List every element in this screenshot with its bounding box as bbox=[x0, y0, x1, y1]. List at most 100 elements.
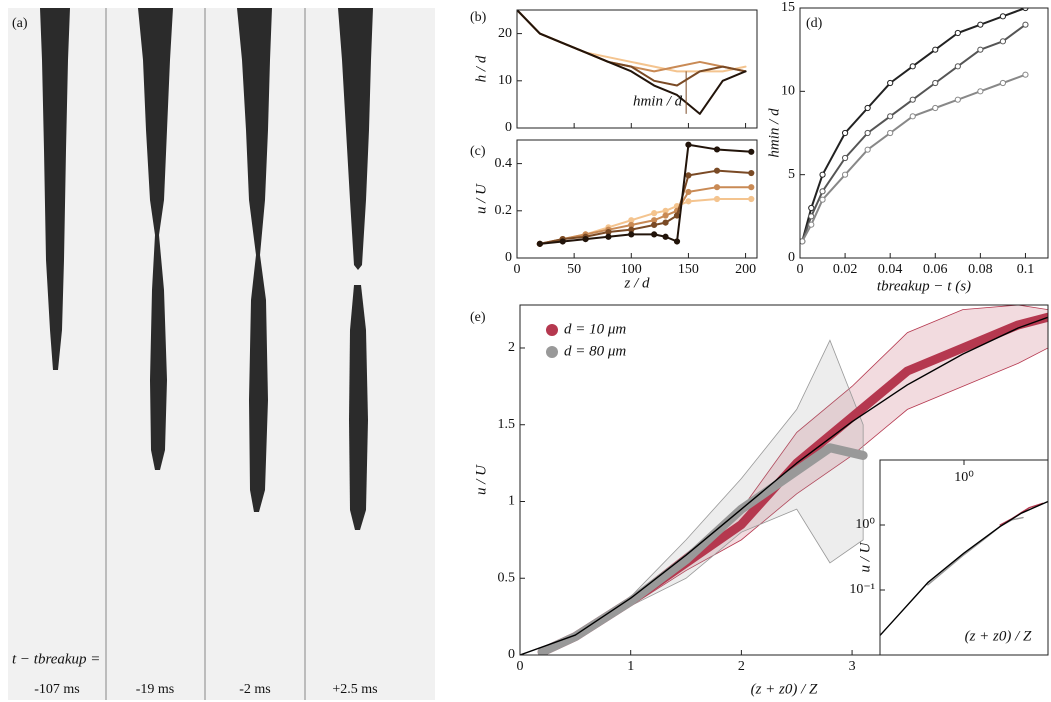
panel-label: (d) bbox=[806, 16, 823, 31]
x-tick-label: 0 bbox=[514, 262, 521, 277]
marker bbox=[999, 13, 1007, 20]
marker bbox=[977, 46, 984, 53]
marker bbox=[954, 63, 961, 70]
marker bbox=[1022, 21, 1029, 28]
y-tick-label: 0.5 bbox=[498, 570, 516, 585]
y-tick-label: 15 bbox=[781, 0, 795, 15]
marker bbox=[864, 104, 871, 112]
y-tick-label: 10⁻¹ bbox=[849, 582, 875, 597]
marker bbox=[713, 167, 721, 174]
series-line bbox=[520, 316, 1048, 655]
y-tick-label: 10⁰ bbox=[855, 517, 875, 532]
x-tick-label: 10⁰ bbox=[954, 470, 974, 485]
marker bbox=[954, 96, 961, 103]
time-label: -107 ms bbox=[34, 682, 80, 697]
inset-background bbox=[880, 460, 1048, 655]
series-line bbox=[538, 143, 753, 245]
x-axis-label: z / d bbox=[623, 275, 650, 291]
band bbox=[541, 339, 864, 655]
x-tick-label: 0 bbox=[797, 262, 804, 277]
plot-area bbox=[520, 305, 1048, 655]
marker bbox=[909, 113, 916, 120]
marker bbox=[977, 88, 984, 95]
y-axis-label: h / d bbox=[473, 55, 489, 82]
y-tick-label: 10 bbox=[781, 84, 795, 99]
x-tick-label: 3 bbox=[849, 659, 856, 674]
marker bbox=[808, 204, 815, 212]
marker bbox=[999, 38, 1007, 45]
jet bbox=[40, 8, 70, 370]
y-tick-label: 2 bbox=[508, 340, 515, 355]
x-tick-label: 0.08 bbox=[968, 262, 993, 277]
series-line bbox=[517, 10, 747, 73]
x-tick-label: 1 bbox=[627, 659, 634, 674]
x-tick-label: 0.02 bbox=[833, 262, 858, 277]
x-tick-label: 50 bbox=[567, 262, 581, 277]
panel-label: (a) bbox=[12, 16, 28, 31]
marker bbox=[748, 184, 755, 191]
time-label: -2 ms bbox=[239, 682, 271, 697]
marker bbox=[582, 236, 589, 243]
y-tick-label: 0 bbox=[508, 647, 515, 662]
x-axis-label: tbreakup − t (s) bbox=[877, 278, 971, 294]
series-line bbox=[517, 10, 747, 87]
marker bbox=[662, 212, 669, 219]
series-line bbox=[880, 500, 1048, 637]
marker bbox=[713, 146, 721, 153]
marker bbox=[559, 238, 566, 245]
jet bbox=[349, 285, 368, 530]
marker bbox=[673, 212, 681, 219]
marker bbox=[841, 171, 849, 178]
x-tick-label: 200 bbox=[735, 262, 756, 277]
marker bbox=[864, 129, 871, 137]
axes-frame bbox=[516, 139, 758, 259]
axes-frame bbox=[879, 459, 1049, 656]
marker bbox=[1022, 8, 1029, 12]
legend-marker bbox=[546, 346, 558, 358]
marker bbox=[887, 79, 894, 87]
y-tick-label: 0.4 bbox=[495, 156, 513, 171]
marker bbox=[909, 96, 916, 103]
panel-label: (e) bbox=[470, 310, 486, 325]
marker bbox=[651, 231, 658, 238]
caption: t − tbreakup = bbox=[12, 651, 100, 667]
y-tick-label: 1.5 bbox=[498, 417, 516, 432]
jet bbox=[338, 8, 373, 270]
marker bbox=[999, 79, 1007, 87]
image-background bbox=[8, 8, 435, 700]
y-tick-label: 0.2 bbox=[495, 203, 513, 218]
x-tick-label: 2 bbox=[738, 659, 745, 674]
y-axis-label: u / U bbox=[473, 464, 489, 495]
marker bbox=[841, 154, 849, 162]
marker bbox=[713, 184, 721, 191]
marker bbox=[819, 196, 826, 203]
marker bbox=[864, 146, 871, 153]
axes-frame bbox=[516, 9, 758, 129]
x-axis-label: (z + z0) / Z bbox=[751, 681, 818, 697]
marker bbox=[748, 148, 755, 155]
legend-label: d = 80 μm bbox=[564, 343, 626, 359]
y-tick-label: 10 bbox=[498, 73, 512, 88]
marker bbox=[887, 113, 894, 120]
marker bbox=[651, 210, 658, 217]
marker bbox=[954, 29, 961, 37]
plot-area bbox=[800, 8, 1029, 245]
marker bbox=[932, 79, 939, 87]
marker bbox=[808, 213, 815, 220]
marker bbox=[536, 240, 543, 247]
jet bbox=[138, 8, 173, 470]
y-axis-label: u / U bbox=[857, 541, 873, 572]
time-label: -19 ms bbox=[136, 682, 175, 697]
plot-area bbox=[536, 141, 755, 247]
marker bbox=[628, 231, 635, 238]
x-tick-label: 0 bbox=[517, 659, 524, 674]
series-line bbox=[538, 169, 753, 245]
marker bbox=[662, 233, 669, 240]
x-tick-label: 0.1 bbox=[1017, 262, 1035, 277]
y-axis-label: hmin / d bbox=[766, 108, 782, 158]
series-line bbox=[537, 443, 868, 655]
marker bbox=[1022, 71, 1029, 78]
series-line bbox=[801, 23, 1027, 243]
marker bbox=[685, 141, 692, 148]
legend-marker bbox=[546, 324, 558, 336]
